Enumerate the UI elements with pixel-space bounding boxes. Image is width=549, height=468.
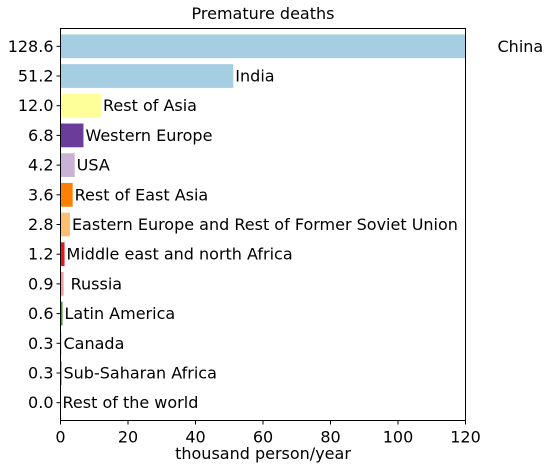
y-tick-label: 3.6 [28,185,53,204]
chart-title: Premature deaths [192,4,335,23]
bar-eastern-europe-and-rest-of-former-soviet-union [60,212,70,237]
bar-usa [60,153,75,177]
x-tick-label: 0 [55,428,65,447]
x-tick-label: 100 [383,428,414,447]
bar-label-india: India [235,67,274,86]
y-tick-label: 12.0 [18,96,54,115]
bar-label-russia: Russia [66,274,123,293]
y-tick-label: 0.3 [28,363,53,382]
plot-area-frame [60,28,466,421]
x-axis-tick-labels: 0 20 40 60 80 100 120 [55,420,481,447]
y-axis-tick-labels: 128.6 51.2 12.0 6.8 4.2 3.6 2.8 1.2 0.9 0.6 0.3 0.3… [8,37,61,412]
x-tick-label: 40 [185,428,205,447]
x-tick-label: 80 [320,428,340,447]
x-axis-label: thousand person/year [175,444,351,463]
bar-sub-saharan-africa [60,361,62,385]
y-tick-label: 6.8 [28,126,53,145]
y-tick-label: 0.9 [28,274,53,293]
bar-label-latin-america: Latin America [65,304,176,323]
y-tick-label: 0.0 [28,393,53,412]
bar-label-eastern-europe-and-rest-of-former-soviet-union: Eastern Europe and Rest of Former Soviet… [72,215,458,234]
y-tick-label: 128.6 [8,37,54,56]
y-tick-label: 0.6 [28,304,53,323]
bar-label-middle-east-and-north-africa: Middle east and north Africa [67,245,293,264]
y-tick-label: 1.2 [28,245,53,264]
bar-label-rest-of-asia: Rest of Asia [103,96,197,115]
bar-rest-of-asia [60,93,101,118]
bar-label-usa: USA [77,156,110,175]
bar-canada [60,331,62,356]
y-tick-label: 4.2 [28,156,53,175]
bar-russia [60,272,64,296]
bar-middle-east-and-north-africa [60,242,65,267]
bars-layer [60,34,466,385]
x-tick-label: 120 [450,428,481,447]
y-tick-label: 51.2 [18,67,54,86]
bar-label-china: China [498,37,544,56]
bar-labels-layer: China India Rest of Asia Western Europe USA R… [63,37,544,412]
bar-label-rest-of-east-asia: Rest of East Asia [75,185,209,204]
bar-india [60,64,234,88]
y-tick-label: 2.8 [28,215,53,234]
bar-rest-of-east-asia [60,182,73,207]
y-tick-label: 0.3 [28,334,53,353]
bar-label-rest-of-the-world: Rest of the world [63,393,199,412]
bar-western-europe [60,123,84,148]
bar-label-western-europe: Western Europe [85,126,212,145]
bar-label-canada: Canada [64,334,125,353]
bar-china [60,34,466,59]
x-tick-label: 20 [118,428,138,447]
bar-latin-america [60,301,63,326]
bar-label-sub-saharan-africa: Sub-Saharan Africa [64,363,217,382]
x-tick-label: 60 [253,428,273,447]
